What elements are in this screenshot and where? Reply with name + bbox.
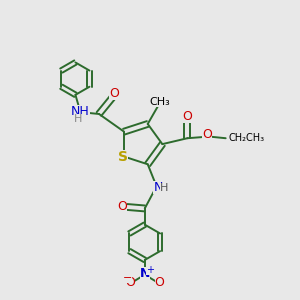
Text: N: N [153, 181, 163, 194]
Text: O: O [125, 276, 135, 290]
Text: −: − [122, 273, 132, 283]
Text: CH₂CH₃: CH₂CH₃ [228, 133, 264, 143]
Text: NH: NH [71, 105, 90, 118]
Text: H: H [160, 182, 168, 193]
Text: O: O [117, 200, 127, 214]
Text: O: O [154, 276, 164, 290]
Text: O: O [109, 87, 118, 100]
Text: O: O [182, 110, 192, 123]
Text: H: H [74, 114, 82, 124]
Text: N: N [140, 267, 150, 280]
Text: S: S [118, 150, 128, 164]
Text: +: + [146, 265, 154, 275]
Text: O: O [202, 128, 212, 141]
Text: CH₃: CH₃ [149, 97, 170, 107]
